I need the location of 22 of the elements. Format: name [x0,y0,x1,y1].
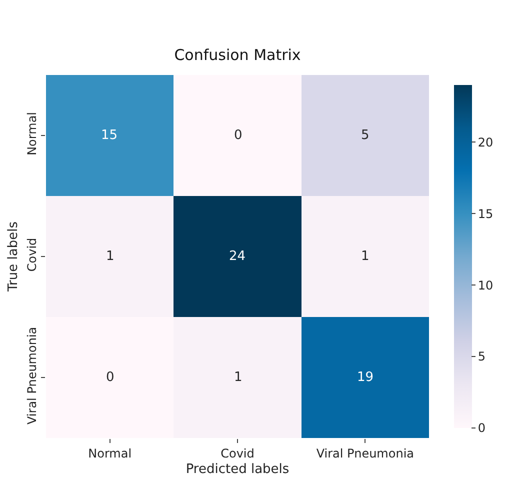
data-label: 19 [357,370,374,385]
data-label: 15 [101,128,118,143]
y-axis-title: True labels [6,221,22,292]
x-tick-label: Viral Pneumonia [316,446,414,460]
x-axis-title: Predicted labels [186,462,290,477]
color-bar-label: 0 [478,421,486,436]
color-bar-label: 20 [478,135,494,150]
data-label: 0 [234,128,242,143]
data-label: 1 [361,249,370,264]
x-tick-label: Normal [88,446,132,460]
data-label: 1 [234,370,242,385]
data-label: 0 [106,370,114,385]
data-label: 5 [361,128,370,143]
color-bar-label: 10 [478,278,494,292]
data-label: 1 [106,249,114,264]
y-tick-label: Normal [25,112,40,156]
x-tick-label: Covid [220,446,254,460]
y-tick-label: Covid [25,238,40,272]
color-bar-label: 15 [478,206,494,221]
chart-title: Confusion Matrix [174,46,301,64]
data-label: 24 [229,249,246,264]
color-bar-label: 5 [478,350,486,364]
